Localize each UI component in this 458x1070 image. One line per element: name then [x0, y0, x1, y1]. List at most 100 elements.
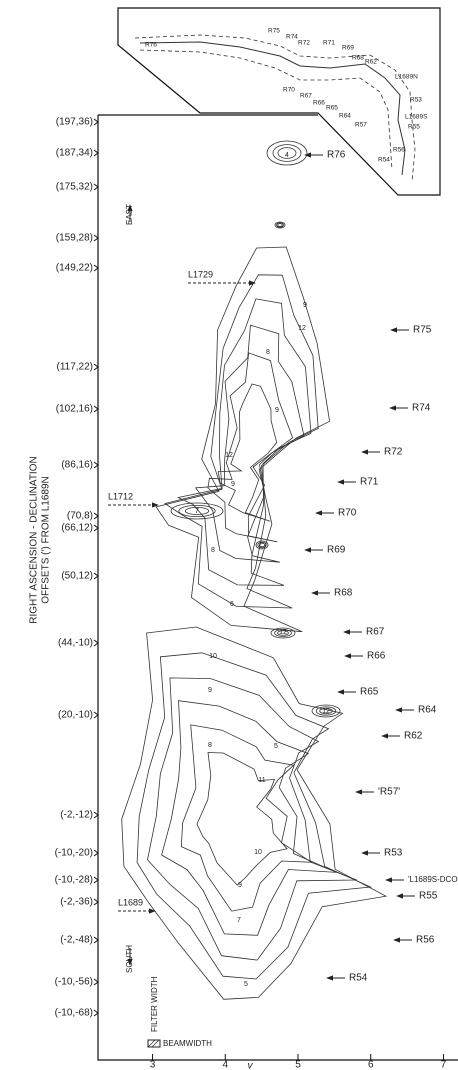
- y-axis-label: OFFSETS (') FROM L1689N: [41, 476, 52, 604]
- contour: [258, 542, 266, 548]
- y-tick-label: (187,34): [56, 148, 93, 159]
- plot-frame: [97, 114, 458, 1061]
- y-tick-label: (175,32): [56, 182, 93, 193]
- y-tick-label: (-10,-20): [55, 848, 93, 859]
- source-label: L1689: [118, 897, 143, 907]
- y-axis-label: RIGHT ASCENSION - DECLINATION: [29, 456, 40, 623]
- y-tick: [93, 512, 99, 520]
- source-label: L1712: [108, 491, 133, 501]
- contour-label: 8: [266, 349, 270, 356]
- contour-label: 9: [275, 407, 279, 414]
- contour: [170, 502, 224, 520]
- y-tick-label: (66,12): [61, 523, 93, 534]
- legend-label: BEAMWIDTH: [163, 1039, 212, 1048]
- contour-label: 6: [230, 601, 234, 608]
- contour: [272, 144, 302, 162]
- contour: [121, 626, 388, 1000]
- inset-label: R65: [326, 105, 338, 112]
- y-tick-label: (197,36): [56, 117, 93, 128]
- y-tick-label: (159,28): [56, 233, 93, 244]
- contour: [276, 222, 284, 228]
- contour: [161, 700, 337, 936]
- y-tick: [93, 524, 99, 532]
- contour: [136, 652, 373, 980]
- inset-label: R74: [286, 34, 298, 41]
- contour-label: 4: [285, 152, 289, 159]
- inset-label: R53: [410, 97, 422, 104]
- contour-label: 9: [208, 687, 212, 694]
- contour: [207, 352, 294, 543]
- inset-label: R68: [352, 55, 364, 62]
- contour-label: 7: [237, 917, 241, 924]
- y-tick: [93, 363, 99, 371]
- y-tick-label: (20,-10): [58, 710, 93, 721]
- x-tick-label: 7: [441, 1060, 447, 1070]
- contour-label: 7: [195, 508, 199, 515]
- inset-label: R75: [268, 28, 280, 35]
- contour-label: 12: [298, 325, 306, 332]
- contour-label: 5: [274, 743, 278, 750]
- y-tick: [93, 978, 99, 986]
- y-tick: [93, 1009, 99, 1017]
- y-tick: [93, 183, 99, 191]
- contour: [217, 383, 278, 522]
- y-tick: [93, 149, 99, 157]
- y-tick-label: (-2,-48): [60, 935, 93, 946]
- annotation: R64: [418, 705, 437, 716]
- contour-label: 8: [211, 547, 215, 554]
- x-tick-label: 3: [150, 1060, 156, 1070]
- contour-label: 9: [231, 481, 235, 488]
- contour: [274, 629, 292, 637]
- contour: [155, 246, 331, 633]
- y-tick: [93, 461, 99, 469]
- contour-label: 10: [254, 849, 262, 856]
- annotation: R56: [416, 935, 435, 946]
- inset-label: L1689S: [405, 114, 428, 121]
- inset-label: R69: [342, 45, 354, 52]
- contour: [319, 707, 333, 715]
- contour: [311, 704, 341, 718]
- annotation: R70: [338, 508, 357, 519]
- contour-label: 12: [279, 629, 287, 636]
- y-tick-label: (102,16): [56, 404, 93, 415]
- annotation: R66: [367, 651, 386, 662]
- contour-label: 9: [238, 882, 242, 889]
- y-tick: [93, 405, 99, 413]
- contour: [315, 706, 337, 716]
- contour: [176, 298, 312, 586]
- y-tick: [93, 849, 99, 857]
- contour-label: 8: [208, 742, 212, 749]
- inset-label: R76: [145, 42, 157, 49]
- y-tick-label: (-10,-56): [55, 977, 93, 988]
- contour: [277, 147, 297, 159]
- y-tick-label: (-10,-28): [55, 875, 93, 886]
- contour: [196, 752, 288, 886]
- contour: [164, 274, 319, 609]
- y-tick-label: (50,12): [61, 571, 93, 582]
- y-tick: [93, 876, 99, 884]
- contour-label: 5: [244, 981, 248, 988]
- y-tick: [93, 711, 99, 719]
- inset-label: L1689N: [395, 74, 418, 81]
- annotation: R69: [327, 545, 346, 556]
- annotation: 'R57': [378, 787, 400, 798]
- annotation: R67: [366, 627, 385, 638]
- y-tick-label: (-2,-12): [60, 810, 93, 821]
- source-label: L1729: [188, 269, 213, 279]
- annotation: R54: [349, 973, 368, 984]
- y-tick: [93, 118, 99, 126]
- annotation: 'L1689S-DCO+': [408, 875, 458, 884]
- contour: [277, 223, 283, 227]
- annotation: R76: [327, 150, 346, 161]
- contour: [274, 221, 286, 229]
- y-tick: [93, 936, 99, 944]
- contour: [255, 540, 269, 550]
- inset-label: R70: [283, 87, 295, 94]
- x-tick-label: 4: [222, 1060, 228, 1070]
- contour: [277, 630, 289, 636]
- inset-map: [117, 7, 441, 196]
- contour: [147, 677, 357, 961]
- annotation: R62: [404, 731, 423, 742]
- contours: [121, 140, 388, 1000]
- legend-label: FILTER WIDTH: [150, 976, 159, 1032]
